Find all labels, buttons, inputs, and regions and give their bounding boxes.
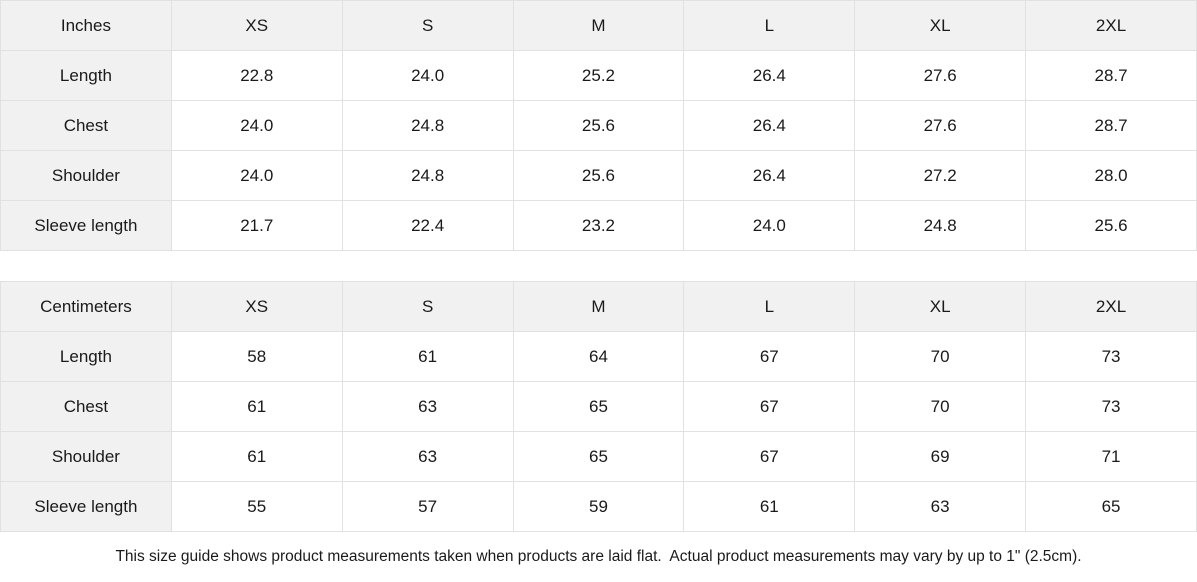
measurement-value-cell: 26.4 [683,150,856,201]
size-header-cell: L [683,281,856,332]
size-guide-footnote: This size guide shows product measuremen… [0,532,1197,582]
measurement-value-cell: 64 [512,331,685,382]
measurement-value-cell: 63 [341,381,514,432]
measurement-value-cell: 57 [341,481,514,532]
measurement-value-cell: 24.8 [854,200,1027,251]
measurement-value-cell: 24.8 [341,100,514,151]
measurement-value-cell: 26.4 [683,50,856,101]
measurement-value-cell: 69 [854,431,1027,482]
measurement-value-cell: 26.4 [683,100,856,151]
measurement-value-cell: 25.6 [1025,200,1197,251]
measurement-value-cell: 65 [1025,481,1197,532]
size-header-row: Centimeters XS S M L XL 2XL [0,281,1197,332]
measurement-label-cell: Shoulder [0,150,172,201]
measurement-label-cell: Chest [0,100,172,151]
measurement-label-cell: Length [0,50,172,101]
size-header-cell: M [512,0,685,51]
measurement-label-cell: Shoulder [0,431,172,482]
measurement-value-cell: 25.6 [512,100,685,151]
measurement-value-cell: 71 [1025,431,1197,482]
measurement-label-cell: Sleeve length [0,481,172,532]
measurement-value-cell: 55 [170,481,343,532]
measurement-value-cell: 24.0 [170,100,343,151]
measurement-value-cell: 73 [1025,381,1197,432]
size-table-inches: Inches XS S M L XL 2XL Length 22.8 24.0 25.2 26.4 27… [0,0,1197,251]
measurement-value-cell: 22.8 [170,50,343,101]
size-header-cell: 2XL [1025,0,1197,51]
measurement-row: Chest 61 63 65 67 70 73 [0,381,1197,432]
measurement-value-cell: 23.2 [512,200,685,251]
size-header-cell: XL [854,0,1027,51]
measurement-row: Length 22.8 24.0 25.2 26.4 27.6 28.7 [0,50,1197,101]
measurement-value-cell: 27.6 [854,100,1027,151]
measurement-row: Length 58 61 64 67 70 73 [0,331,1197,382]
measurement-value-cell: 61 [170,431,343,482]
measurement-value-cell: 61 [341,331,514,382]
measurement-value-cell: 25.2 [512,50,685,101]
measurement-value-cell: 21.7 [170,200,343,251]
measurement-label-cell: Length [0,331,172,382]
size-header-cell: S [341,281,514,332]
size-header-cell: M [512,281,685,332]
measurement-value-cell: 65 [512,381,685,432]
measurement-value-cell: 24.0 [170,150,343,201]
measurement-value-cell: 70 [854,331,1027,382]
size-table-centimeters: Centimeters XS S M L XL 2XL Length 58 61 64 67 70 73 C… [0,281,1197,532]
size-header-cell: S [341,0,514,51]
measurement-value-cell: 24.0 [341,50,514,101]
size-header-cell: 2XL [1025,281,1197,332]
measurement-row: Shoulder 24.0 24.8 25.6 26.4 27.2 28.0 [0,150,1197,201]
size-header-row: Inches XS S M L XL 2XL [0,0,1197,51]
measurement-value-cell: 67 [683,381,856,432]
measurement-value-cell: 67 [683,431,856,482]
measurement-value-cell: 59 [512,481,685,532]
measurement-value-cell: 24.8 [341,150,514,201]
measurement-value-cell: 73 [1025,331,1197,382]
measurement-value-cell: 27.2 [854,150,1027,201]
unit-header-cell: Inches [0,0,172,51]
measurement-row: Sleeve length 21.7 22.4 23.2 24.0 24.8 25.6 [0,200,1197,251]
size-header-cell: XL [854,281,1027,332]
measurement-label-cell: Sleeve length [0,200,172,251]
measurement-value-cell: 24.0 [683,200,856,251]
measurement-value-cell: 28.0 [1025,150,1197,201]
unit-header-cell: Centimeters [0,281,172,332]
measurement-value-cell: 28.7 [1025,100,1197,151]
measurement-row: Chest 24.0 24.8 25.6 26.4 27.6 28.7 [0,100,1197,151]
measurement-value-cell: 63 [341,431,514,482]
measurement-value-cell: 65 [512,431,685,482]
measurement-value-cell: 28.7 [1025,50,1197,101]
measurement-value-cell: 27.6 [854,50,1027,101]
measurement-label-cell: Chest [0,381,172,432]
measurement-value-cell: 67 [683,331,856,382]
measurement-value-cell: 61 [170,381,343,432]
measurement-value-cell: 58 [170,331,343,382]
measurement-value-cell: 61 [683,481,856,532]
size-header-cell: XS [170,281,343,332]
measurement-value-cell: 70 [854,381,1027,432]
measurement-value-cell: 22.4 [341,200,514,251]
measurement-row: Shoulder 61 63 65 67 69 71 [0,431,1197,482]
size-header-cell: L [683,0,856,51]
size-header-cell: XS [170,0,343,51]
measurement-row: Sleeve length 55 57 59 61 63 65 [0,481,1197,532]
table-gap [0,251,1197,281]
measurement-value-cell: 25.6 [512,150,685,201]
size-tables: Inches XS S M L XL 2XL Length 22.8 24.0 25.2 26.4 27… [0,0,1197,532]
measurement-value-cell: 63 [854,481,1027,532]
